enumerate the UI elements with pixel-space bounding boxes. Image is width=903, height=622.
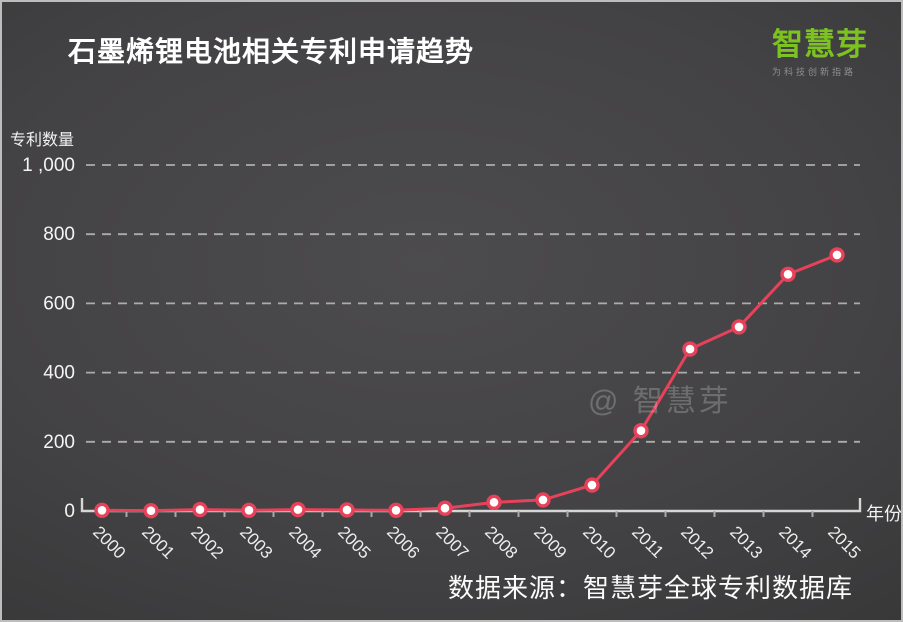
y-tick-label: 600 [43,293,75,314]
y-tick-label: 1 ,000 [22,155,75,176]
y-tick-label: 400 [43,363,75,384]
x-tick-label: 2014 [775,522,815,562]
x-tick-label: 2000 [89,522,129,562]
page-title: 石墨烯锂电池相关专利申请趋势 [68,36,475,67]
data-point-marker-2006 [388,502,404,519]
x-tick-label: 2008 [481,522,521,562]
x-tick-label: 2003 [236,522,276,562]
data-point-marker-2013 [731,319,747,335]
y-tick-label: 200 [43,432,75,453]
x-tick-label: 2013 [726,522,766,562]
data-source-note: 数据来源：智慧芽全球专利数据库 [448,573,854,603]
x-tick-label: 2005 [334,522,374,562]
x-tick-label: 2006 [383,522,423,562]
data-point-marker-2011 [633,423,649,439]
x-tick-label: 2011 [628,522,667,561]
brand-logo: 智慧芽 为科技创新指路 [772,27,896,78]
data-point-marker-2007 [437,500,453,516]
y-tick-label: 800 [43,224,75,245]
x-tick-label: 2012 [677,522,717,562]
y-tick-label: 0 [64,501,75,522]
data-point-marker-2000 [94,502,110,519]
x-tick-label: 2004 [285,522,325,562]
x-axis-line [80,498,862,513]
y-axis-title: 专利数量 [10,132,75,149]
data-point-marker-2012 [682,341,698,357]
data-point-marker-2015 [829,247,845,263]
x-axis-title: 年份 [866,504,902,524]
data-point-marker-2009 [535,492,551,508]
brand-logo-wordmark: 智慧芽 [772,27,868,62]
x-tick-label: 2002 [187,522,227,562]
trend-line-series [100,253,839,513]
x-tick-label: 2010 [579,522,619,562]
data-point-marker-2004 [290,501,306,518]
data-point-marker-2001 [143,502,159,519]
data-point-marker-2010 [584,477,600,493]
x-tick-label: 2007 [432,522,472,562]
brand-logo-tagline: 为科技创新指路 [772,67,857,78]
x-tick-label: 2015 [824,522,864,562]
data-point-marker-2014 [780,266,796,283]
data-point-marker-2003 [241,502,257,519]
data-point-marker-2002 [192,501,208,518]
x-tick-label: 2009 [530,522,570,562]
data-point-marker-2008 [486,494,502,511]
x-tick-label: 2001 [138,522,178,562]
data-point-marker-2005 [339,502,355,518]
